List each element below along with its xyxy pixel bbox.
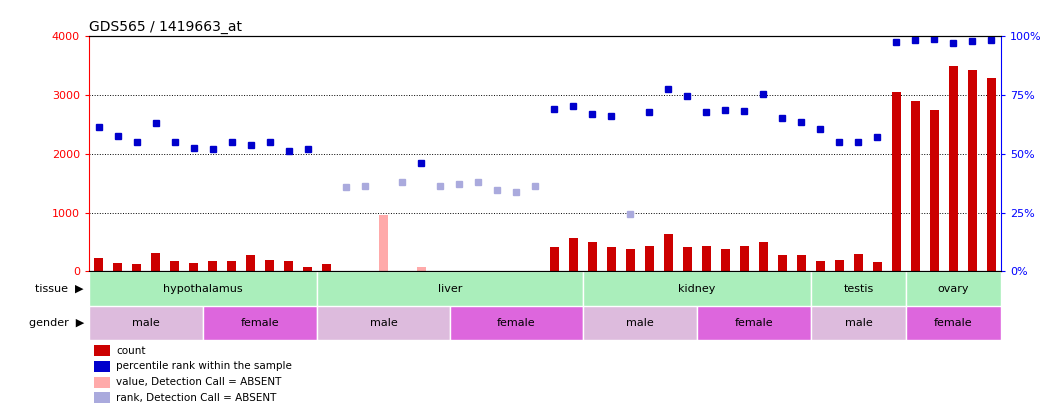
Text: female: female xyxy=(497,318,536,328)
Bar xyxy=(316,306,450,340)
Bar xyxy=(645,246,654,271)
Bar xyxy=(702,245,712,271)
Bar xyxy=(588,242,597,271)
Bar xyxy=(626,249,635,271)
Text: tissue  ▶: tissue ▶ xyxy=(36,284,84,294)
Bar xyxy=(89,271,316,306)
Bar xyxy=(450,306,583,340)
Bar xyxy=(854,254,864,271)
Bar xyxy=(834,260,844,271)
Text: female: female xyxy=(735,318,773,328)
Text: female: female xyxy=(241,318,280,328)
Text: male: male xyxy=(845,318,872,328)
Bar xyxy=(89,306,203,340)
Bar xyxy=(986,77,996,271)
Bar xyxy=(905,271,1001,306)
Bar xyxy=(303,266,312,271)
Text: testis: testis xyxy=(844,284,873,294)
Bar xyxy=(930,110,939,271)
Bar xyxy=(203,306,316,340)
Bar xyxy=(322,264,331,271)
Bar xyxy=(811,271,905,306)
Text: kidney: kidney xyxy=(678,284,716,294)
Bar xyxy=(189,262,198,271)
Bar xyxy=(697,306,811,340)
Bar xyxy=(94,258,104,271)
Bar xyxy=(569,239,578,271)
Bar xyxy=(796,255,806,271)
Text: GDS565 / 1419663_at: GDS565 / 1419663_at xyxy=(89,20,242,34)
Bar xyxy=(208,261,217,271)
Bar xyxy=(905,306,1001,340)
Bar xyxy=(811,306,905,340)
Text: liver: liver xyxy=(438,284,462,294)
Text: male: male xyxy=(626,318,654,328)
Text: hypothalamus: hypothalamus xyxy=(163,284,243,294)
Bar xyxy=(316,271,583,306)
Bar xyxy=(721,249,730,271)
Bar xyxy=(663,234,673,271)
Bar xyxy=(892,92,901,271)
Bar xyxy=(93,377,110,388)
Bar xyxy=(740,246,749,271)
Text: rank, Detection Call = ABSENT: rank, Detection Call = ABSENT xyxy=(116,393,277,403)
Bar xyxy=(911,101,920,271)
Bar xyxy=(265,260,275,271)
Bar xyxy=(322,266,331,271)
Bar xyxy=(151,253,160,271)
Bar xyxy=(226,261,236,271)
Bar xyxy=(682,247,692,271)
Bar xyxy=(93,392,110,403)
Bar xyxy=(170,261,179,271)
Text: male: male xyxy=(370,318,397,328)
Bar xyxy=(550,247,560,271)
Bar xyxy=(967,70,977,271)
Text: value, Detection Call = ABSENT: value, Detection Call = ABSENT xyxy=(116,377,282,387)
Bar xyxy=(583,271,811,306)
Bar xyxy=(607,247,616,271)
Text: percentile rank within the sample: percentile rank within the sample xyxy=(116,361,292,371)
Bar xyxy=(132,264,141,271)
Text: gender  ▶: gender ▶ xyxy=(28,318,84,328)
Bar xyxy=(417,266,427,271)
Bar xyxy=(93,345,110,356)
Bar xyxy=(378,215,388,271)
Bar xyxy=(93,361,110,372)
Bar xyxy=(583,306,697,340)
Text: count: count xyxy=(116,345,146,356)
Bar xyxy=(759,242,768,271)
Bar xyxy=(113,263,123,271)
Text: ovary: ovary xyxy=(938,284,969,294)
Bar xyxy=(778,255,787,271)
Bar xyxy=(815,261,825,271)
Bar xyxy=(246,255,256,271)
Bar xyxy=(948,66,958,271)
Text: female: female xyxy=(934,318,973,328)
Bar xyxy=(284,261,293,271)
Bar xyxy=(873,262,882,271)
Text: male: male xyxy=(132,318,160,328)
